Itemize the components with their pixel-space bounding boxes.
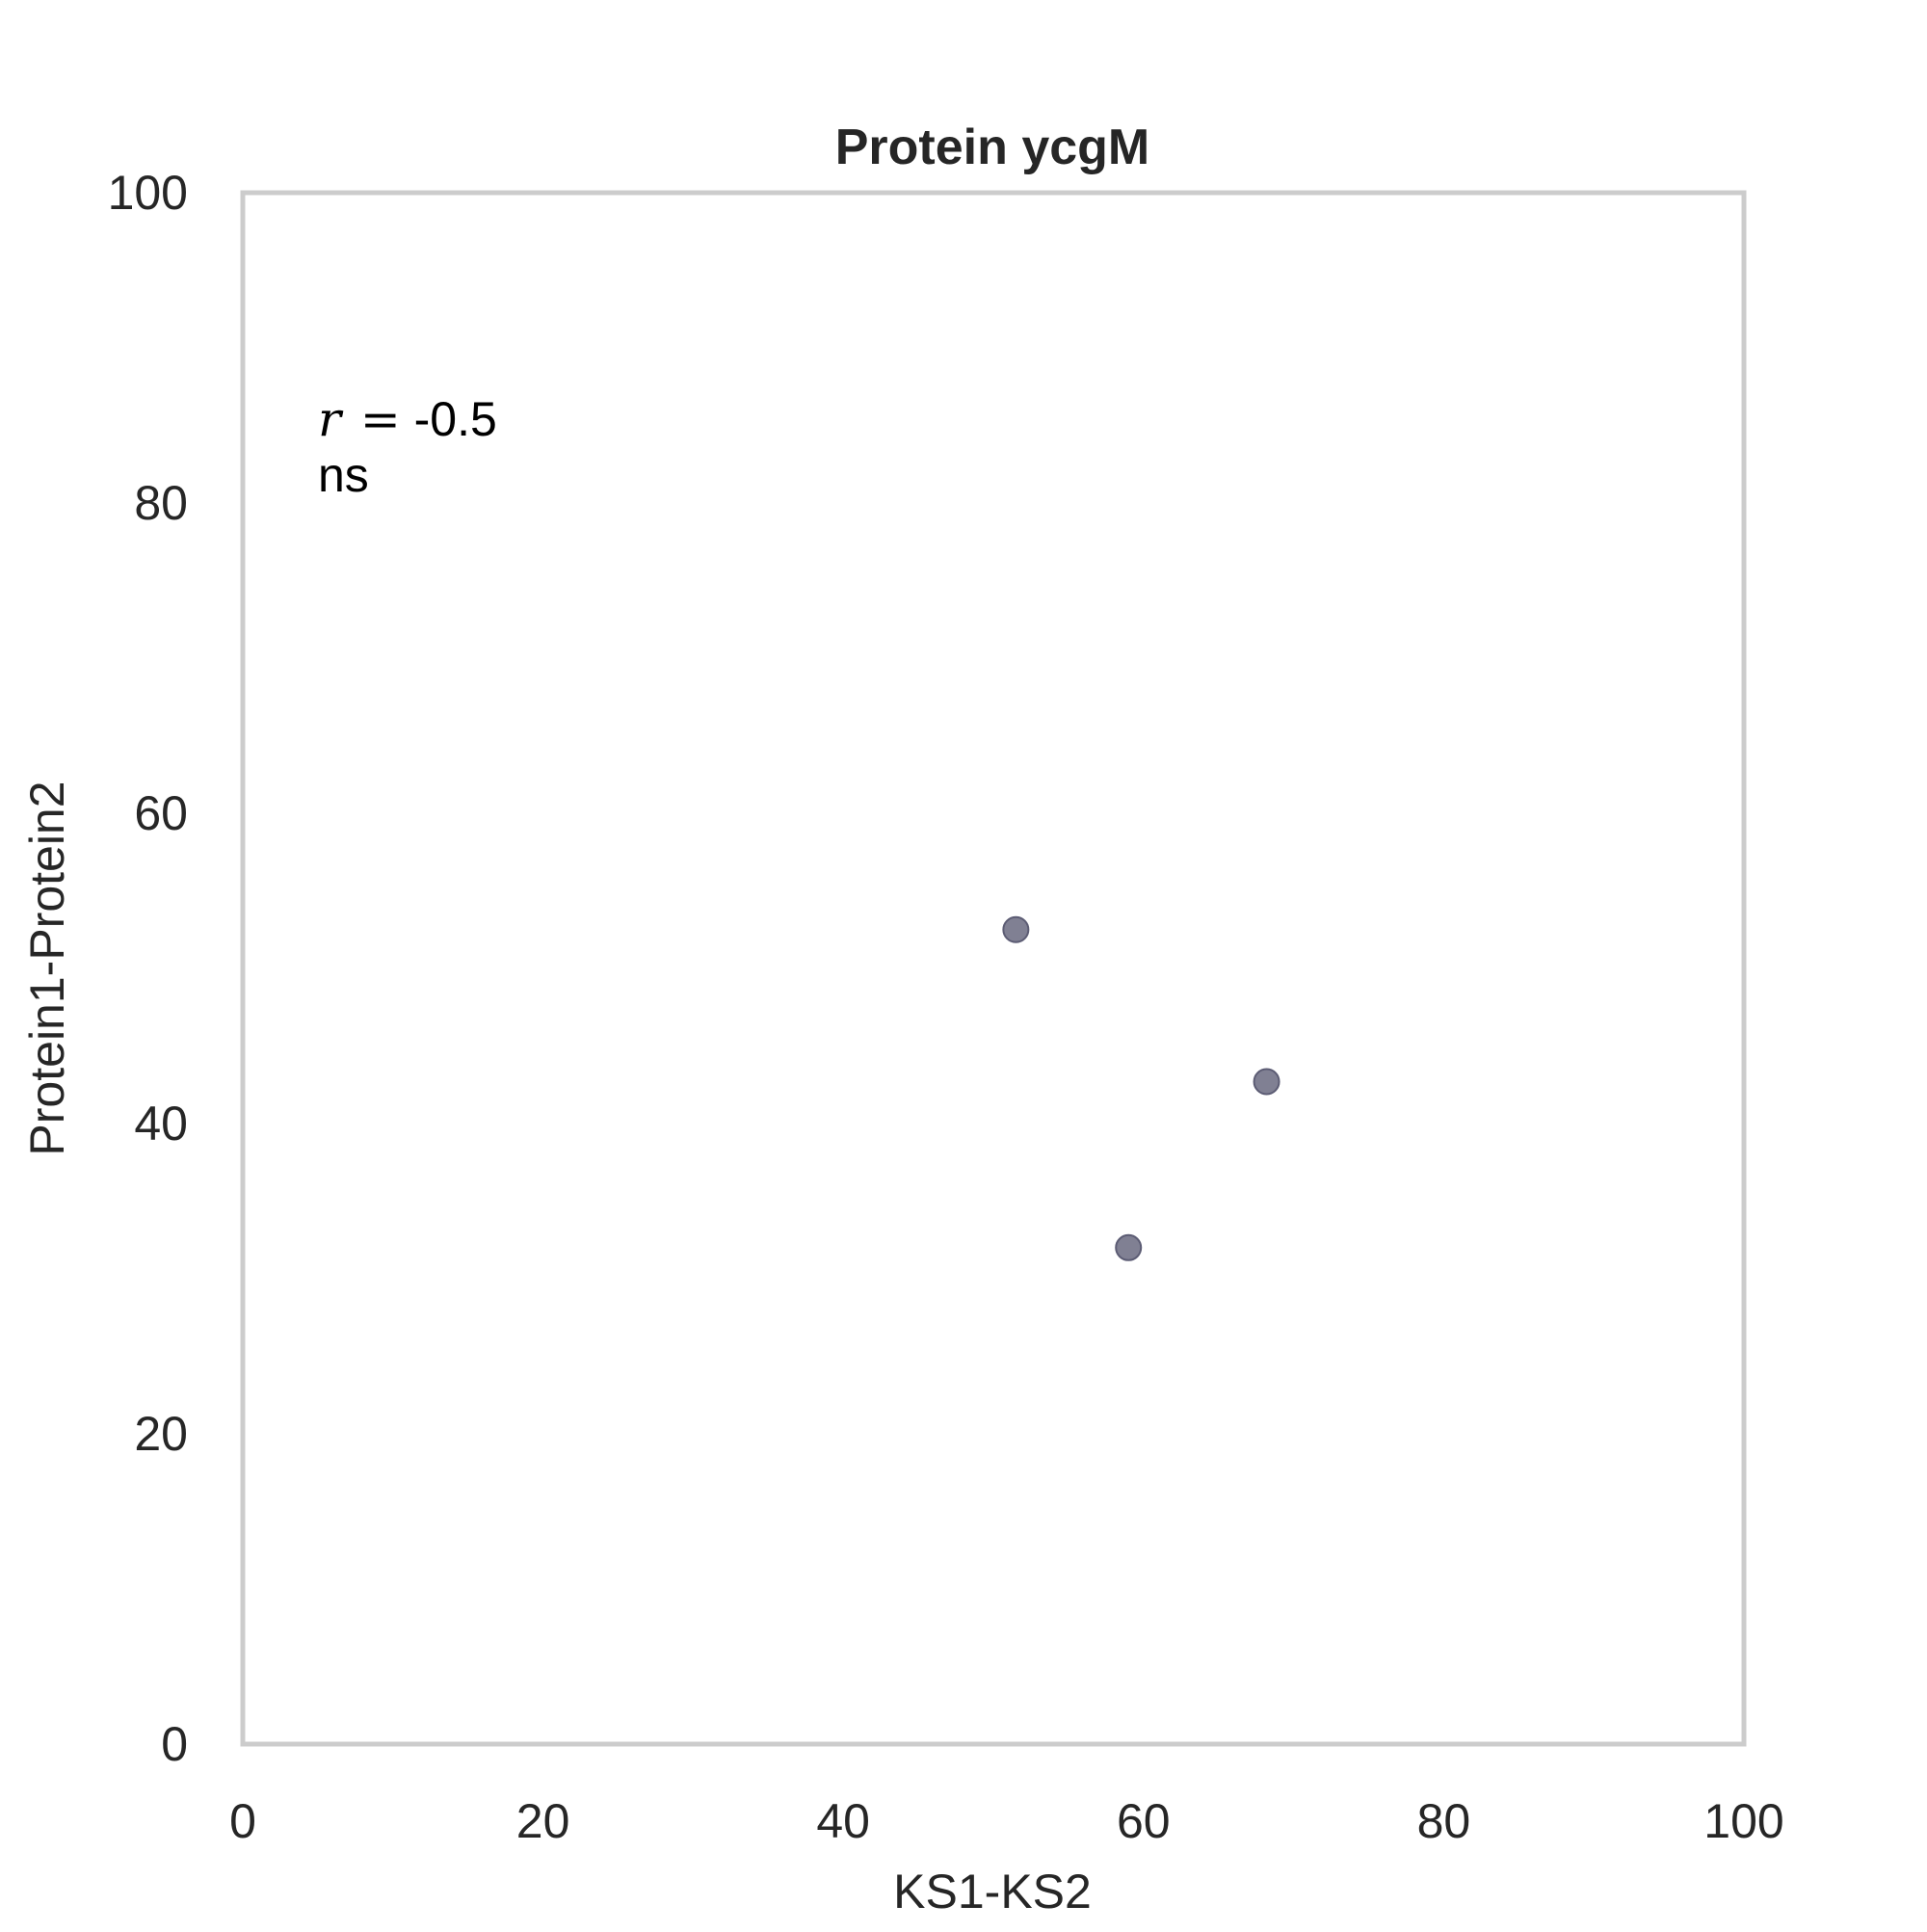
scatter-point	[1002, 915, 1030, 943]
y-tick-label: 40	[134, 1097, 188, 1151]
scatter-point	[1253, 1068, 1280, 1096]
x-axis-label: KS1-KS2	[893, 1865, 1092, 1919]
x-tick-label: 80	[1417, 1794, 1471, 1848]
x-tick-label: 40	[816, 1794, 870, 1848]
r-equals: =	[360, 391, 401, 447]
x-tick-label: 20	[516, 1794, 570, 1848]
x-tick-labels: 0 20 40 60 80 100	[229, 1794, 1784, 1848]
y-tick-label: 100	[108, 166, 188, 220]
y-tick-labels: 0 20 40 60 80 100	[108, 166, 188, 1771]
r-symbol: r	[318, 391, 344, 447]
x-tick-label: 100	[1703, 1794, 1783, 1848]
correlation-annotation: r = -0.5 ns	[318, 391, 497, 502]
y-tick-label: 80	[134, 476, 188, 530]
y-axis-label: Protein1-Protein2	[20, 781, 74, 1155]
significance-label: ns	[318, 448, 369, 502]
chart-title: Protein ycgM	[835, 119, 1150, 175]
r-value: -0.5	[414, 392, 497, 446]
y-tick-label: 20	[134, 1407, 188, 1461]
data-points	[1002, 915, 1280, 1261]
y-tick-label: 0	[161, 1717, 188, 1771]
y-tick-label: 60	[134, 786, 188, 840]
scatter-point	[1115, 1233, 1143, 1261]
x-tick-label: 0	[229, 1794, 256, 1848]
r-annotation: r = -0.5	[318, 391, 497, 447]
plot-frame	[240, 190, 1747, 1747]
x-tick-label: 60	[1117, 1794, 1171, 1848]
